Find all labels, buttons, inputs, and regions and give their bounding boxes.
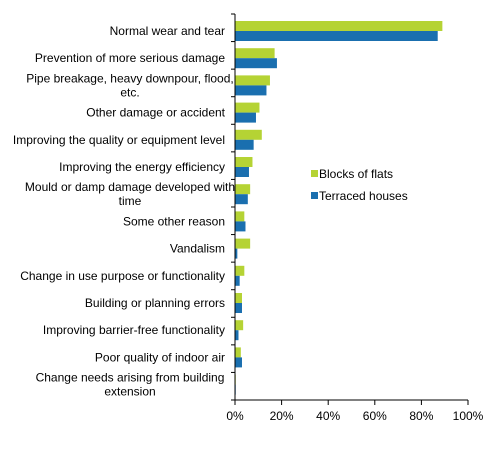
bar-terraced-houses-10	[235, 303, 242, 313]
x-axis: 0% 20% 40% 60% 80% 100%	[226, 13, 484, 423]
category-label-line: time	[119, 194, 142, 208]
x-tick-label: 20%	[270, 409, 294, 423]
bar-blocks-of-flats-6	[235, 184, 251, 195]
category-label-line: etc.	[120, 85, 139, 99]
legend-label-terraced-houses: Terraced houses	[319, 189, 408, 203]
category-label: Pipe breakage, heavy downpour, flood, etc…	[26, 71, 233, 99]
legend-swatch-terraced-houses	[311, 192, 318, 199]
x-tick-label: 40%	[316, 409, 340, 423]
bars-layer	[235, 21, 443, 395]
bar-blocks-of-flats-1	[235, 48, 275, 59]
bar-blocks-of-flats-2	[235, 75, 270, 86]
bar-terraced-houses-0	[235, 31, 438, 41]
bar-terraced-houses-11	[235, 330, 239, 341]
bar-terraced-houses-3	[235, 112, 256, 123]
bar-terraced-houses-4	[235, 139, 254, 150]
bar-terraced-houses-7	[235, 221, 246, 232]
x-tick-label: 100%	[453, 409, 484, 423]
legend-label-blocks-of-flats: Blocks of flats	[319, 167, 393, 181]
legend-swatch-blocks-of-flats	[311, 170, 318, 177]
category-label: Improving the energy efficiency	[59, 160, 225, 174]
bar-blocks-of-flats-0	[235, 21, 443, 31]
x-tick-label: 0%	[226, 409, 244, 423]
category-label: Improving barrier-free functionality	[43, 323, 225, 337]
x-tick-label: 80%	[409, 409, 433, 423]
category-label: Change needs arising from building extens…	[36, 371, 225, 399]
x-tick-label: 60%	[363, 409, 387, 423]
bar-blocks-of-flats-7	[235, 211, 245, 222]
category-label: Building or planning errors	[85, 296, 225, 310]
bar-terraced-houses-8	[235, 248, 238, 259]
bar-terraced-houses-1	[235, 58, 277, 69]
bar-terraced-houses-5	[235, 167, 249, 177]
category-label: Some other reason	[123, 214, 225, 228]
category-label: Other damage or accident	[86, 106, 225, 120]
bar-terraced-houses-12	[235, 357, 242, 368]
bar-terraced-houses-2	[235, 85, 267, 96]
bar-blocks-of-flats-10	[235, 293, 242, 303]
bar-blocks-of-flats-12	[235, 347, 241, 358]
bar-blocks-of-flats-4	[235, 129, 262, 140]
category-labels: Normal wear and tear Prevention of more s…	[13, 24, 235, 399]
bar-blocks-of-flats-11	[235, 320, 244, 331]
bar-terraced-houses-6	[235, 194, 248, 205]
category-label: Improving the quality or equipment level	[13, 133, 225, 147]
category-label: Mould or damp damage developed with time	[25, 180, 235, 208]
category-label: Change in use purpose or functionality	[20, 269, 225, 283]
category-label-line: Change needs arising from building	[36, 371, 225, 385]
bar-blocks-of-flats-9	[235, 265, 245, 276]
category-label-line: extension	[104, 385, 155, 399]
category-label: Prevention of more serious damage	[35, 51, 225, 65]
legend: Blocks of flats Terraced houses	[311, 167, 408, 203]
bar-blocks-of-flats-8	[235, 238, 251, 249]
bar-blocks-of-flats-5	[235, 157, 253, 167]
category-label-line: Pipe breakage, heavy downpour, flood,	[26, 71, 233, 85]
bar-blocks-of-flats-3	[235, 102, 260, 113]
bar-terraced-houses-9	[235, 275, 240, 286]
category-label: Vandalism	[170, 242, 225, 256]
category-label-line: Mould or damp damage developed with	[25, 180, 235, 194]
category-label: Poor quality of indoor air	[95, 350, 225, 364]
category-label: Normal wear and tear	[110, 24, 225, 38]
